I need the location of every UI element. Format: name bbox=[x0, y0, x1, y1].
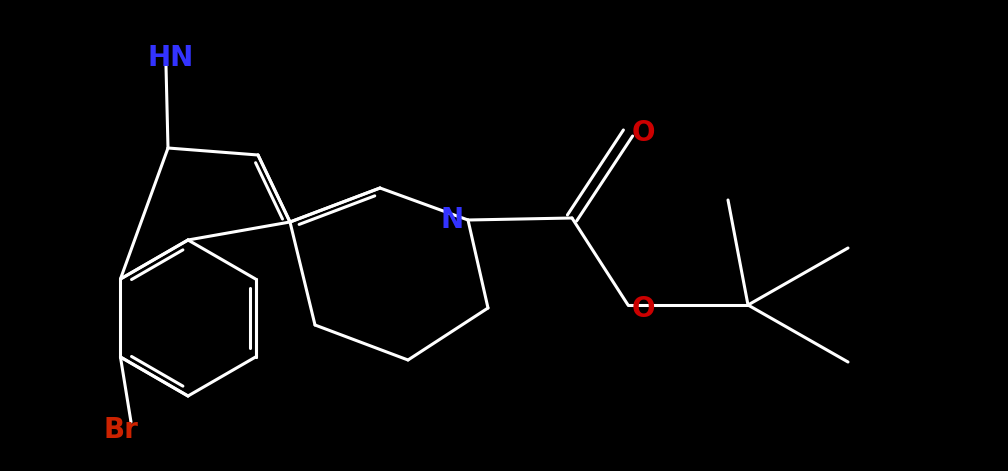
Text: HN: HN bbox=[148, 44, 195, 72]
Text: N: N bbox=[440, 206, 464, 234]
Text: O: O bbox=[632, 119, 655, 147]
Text: Br: Br bbox=[103, 416, 138, 444]
Text: O: O bbox=[632, 295, 655, 323]
